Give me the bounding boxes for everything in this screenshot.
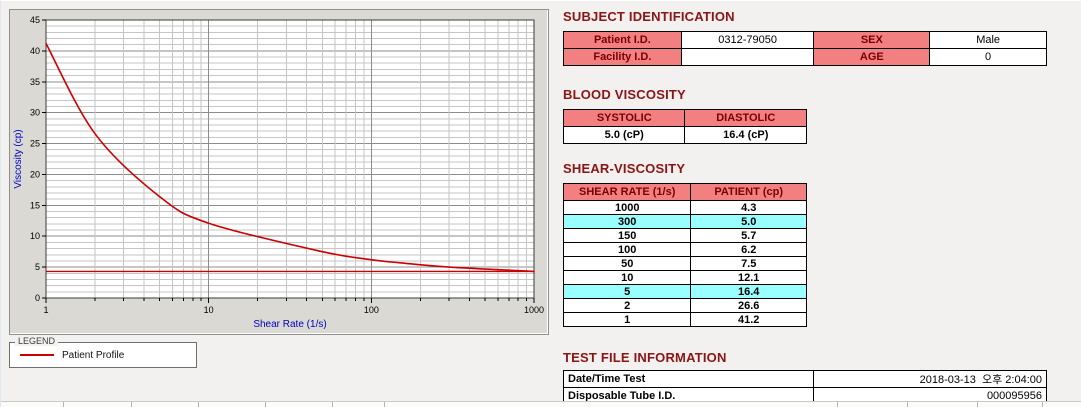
sex-label: SEX [813,31,931,49]
table-row: 5 16.4 [562,284,807,299]
svg-text:1000: 1000 [524,305,544,315]
patient-viscosity-cell: 5.7 [690,228,807,243]
svg-text:0: 0 [35,293,40,303]
patient-viscosity-cell: 16.4 [690,284,807,299]
patient-viscosity-cell: 4.3 [690,200,807,215]
cutoff-grid-line [1042,402,1043,407]
shear-rate-cell: 1 [562,312,692,327]
svg-text:40: 40 [30,46,40,56]
shear-rate-cell: 2 [562,298,692,313]
svg-text:Shear Rate (1/s): Shear Rate (1/s) [253,319,326,330]
svg-text:Viscosity (cp): Viscosity (cp) [13,129,24,188]
shear-rate-cell: 100 [562,242,692,257]
subject-identification-table: Patient I.D. 0312-79050 SEX Male Facilit… [563,31,1047,66]
test-file-label: Disposable Tube I.D. [563,387,814,404]
cutoff-grid-line [977,402,978,407]
cutoff-grid-line [265,402,266,407]
table-row: 1 41.2 [562,312,807,327]
patient-viscosity-cell: 26.6 [690,298,807,313]
viscosity-chart-panel: 0 5 10 15 20 25 30 35 40 45 1 10 100 1000 Shear Rate (… [9,9,549,335]
subject-identification-heading: SUBJECT IDENTIFICATION [563,9,735,24]
svg-text:100: 100 [364,305,379,315]
cutoff-grid-line [837,402,838,407]
facility-id-label: Facility I.D. [563,48,682,66]
shear-rate-cell: 10 [562,270,692,285]
test-file-table: Date/Time Test 2018-03-13 오후 2:04:00 Dispo… [563,370,1047,404]
shear-rate-cell: 50 [562,256,692,271]
table-row: 100 6.2 [562,242,807,257]
facility-id-value [680,48,815,66]
table-row: Date/Time Test 2018-03-13 오후 2:04:00 [563,370,1047,388]
shear-rate-cell: 5 [562,284,692,299]
viscosity-chart: 0 5 10 15 20 25 30 35 40 45 1 10 100 1000 Shear Rate (… [13,15,544,330]
svg-text:20: 20 [30,169,40,179]
age-label: AGE [813,48,931,66]
patient-viscosity-cell: 5.0 [690,214,807,229]
report-panel: SUBJECT IDENTIFICATION Patient I.D. 0312… [562,5,1049,404]
table-row: 2 26.6 [562,298,807,313]
legend-title: LEGEND [15,336,59,346]
shear-viscosity-heading: SHEAR-VISCOSITY [563,161,686,176]
shear-rate-cell: 150 [562,228,692,243]
blood-viscosity-heading: BLOOD VISCOSITY [563,87,686,102]
table-row: Patient I.D. 0312-79050 SEX Male [563,31,1047,49]
diastolic-value: 16.4 (cP) [684,126,807,144]
svg-text:30: 30 [30,108,40,118]
cutoff-grid-line [63,402,64,407]
legend-item: Patient Profile [10,343,196,367]
bottom-cutoff-row [1,401,1081,407]
table-row: 5.0 (cP) 16.4 (cP) [562,126,807,144]
cutoff-grid-line [332,402,333,407]
patient-column-header: PATIENT (cp) [690,183,807,201]
blood-viscosity-table: SYSTOLIC DIASTOLIC 5.0 (cP) 16.4 (cP) [562,109,807,144]
patient-viscosity-cell: 12.1 [690,270,807,285]
systolic-value: 5.0 (cP) [562,126,686,144]
shear-rate-cell: 300 [562,214,692,229]
test-file-information-heading: TEST FILE INFORMATION [563,350,727,365]
table-row: 1000 4.3 [562,200,807,215]
shear-viscosity-table-body: 1000 4.3 300 5.0 150 5.7 100 6.2 50 7.5 10 12.1 5 16.… [562,200,807,327]
table-row: 10 12.1 [562,270,807,285]
patient-viscosity-cell: 7.5 [690,256,807,271]
cutoff-grid-line [198,402,199,407]
svg-text:5: 5 [35,262,40,272]
shear-rate-cell: 1000 [562,200,692,215]
svg-text:25: 25 [30,139,40,149]
table-row: SYSTOLIC DIASTOLIC [562,109,807,127]
cutoff-grid-line [907,402,908,407]
patient-viscosity-cell: 41.2 [690,312,807,327]
diastolic-header: DIASTOLIC [684,109,807,127]
svg-text:1: 1 [43,305,48,315]
shear-rate-column-header: SHEAR RATE (1/s) [562,183,692,201]
test-file-table-body: Date/Time Test 2018-03-13 오후 2:04:00 Dispo… [563,370,1047,404]
cutoff-grid-line [384,402,385,407]
svg-text:15: 15 [30,200,40,210]
legend-box: LEGEND Patient Profile [9,336,197,368]
svg-text:45: 45 [30,15,40,25]
age-value: 0 [929,48,1047,66]
systolic-header: SYSTOLIC [562,109,686,127]
table-row: 50 7.5 [562,256,807,271]
test-file-label: Date/Time Test [563,370,814,388]
table-row: 300 5.0 [562,214,807,229]
sex-value: Male [929,31,1047,49]
svg-text:35: 35 [30,77,40,87]
shear-viscosity-table: SHEAR RATE (1/s) PATIENT (cp) 1000 4.3 300… [562,183,807,327]
svg-text:10: 10 [204,305,214,315]
test-file-value: 2018-03-13 오후 2:04:00 [813,370,1047,388]
legend-label: Patient Profile [62,349,125,361]
cutoff-grid-line [131,402,132,407]
patient-profile-line-swatch [20,354,54,356]
table-row: SHEAR RATE (1/s) PATIENT (cp) [562,183,807,201]
table-row: 150 5.7 [562,228,807,243]
patient-id-label: Patient I.D. [563,31,682,49]
patient-id-value: 0312-79050 [680,31,815,49]
table-row: Facility I.D. AGE 0 [563,48,1047,66]
patient-viscosity-cell: 6.2 [690,242,807,257]
svg-text:10: 10 [30,231,40,241]
